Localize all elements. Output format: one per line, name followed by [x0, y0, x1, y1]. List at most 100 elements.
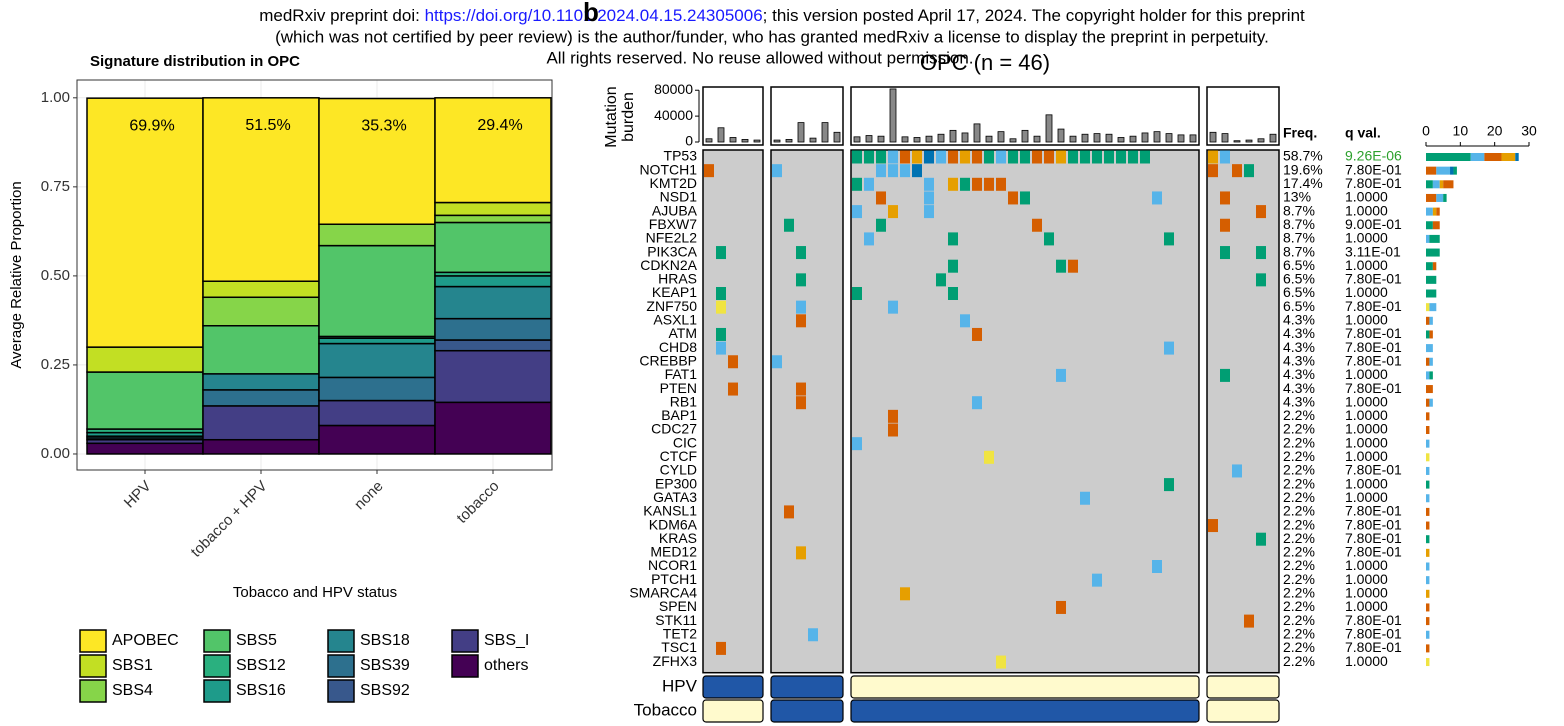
- mutation-cell: [972, 396, 982, 410]
- annotation-cell: [1206, 699, 1280, 723]
- gene-name: CIC: [673, 434, 697, 450]
- burden-bar: [961, 132, 969, 143]
- burden-bar: [809, 137, 817, 143]
- gene-freq: 19.6%: [1283, 161, 1323, 177]
- mutation-cell: [1232, 164, 1242, 178]
- count-bar-segment: [1426, 412, 1430, 421]
- preprint-suffix: ; this version posted April 17, 2024. Th…: [763, 6, 1305, 25]
- gene-q: 1.0000: [1345, 571, 1388, 587]
- gene-name: ASXL1: [653, 312, 697, 328]
- mutation-cell: [972, 327, 982, 341]
- bar-segment: [434, 214, 552, 224]
- freq-header: Freq.: [1283, 125, 1317, 141]
- mutation-cell: [1256, 205, 1266, 219]
- mutation-cell: [716, 341, 726, 355]
- gene-q: 1.0000: [1345, 189, 1388, 205]
- count-bar-segment: [1470, 153, 1485, 161]
- mutation-cell: [1056, 150, 1066, 164]
- burden-bar: [1209, 131, 1217, 143]
- mutation-cell: [796, 300, 806, 314]
- mutation-cell: [784, 218, 794, 232]
- legend-swatch: [203, 654, 231, 678]
- gene-q: 1.0000: [1345, 312, 1388, 328]
- annotation-cell: [702, 699, 764, 723]
- gene-q: 9.26E-06: [1345, 148, 1402, 164]
- mutation-cell: [784, 505, 794, 519]
- count-bar-segment: [1426, 248, 1440, 257]
- gene-freq: 8.7%: [1283, 216, 1315, 232]
- mutation-cell: [936, 150, 946, 164]
- bar-segment: [202, 373, 320, 391]
- doi-link[interactable]: https://doi.org/10.1101/2024.04.15.24305…: [425, 6, 763, 25]
- gene-q: 1.0000: [1345, 653, 1388, 669]
- burden-panel: [702, 86, 764, 146]
- gene-q: 7.80E-01: [1345, 339, 1402, 355]
- legend-swatch: [203, 629, 231, 653]
- annotation-cell: [850, 699, 1200, 723]
- mutation-cell: [1116, 150, 1126, 164]
- gene-name: STK11: [655, 612, 697, 628]
- mutation-cell: [876, 150, 886, 164]
- legend-label: SBS16: [236, 682, 286, 699]
- gene-name: TSC1: [661, 639, 697, 655]
- count-bar-segment: [1429, 371, 1433, 380]
- legend-label: SBS5: [236, 632, 277, 649]
- legend-label: APOBEC: [112, 632, 179, 649]
- gene-name: AJUBA: [652, 202, 698, 218]
- q-header: q val.: [1345, 125, 1381, 141]
- count-bar-segment: [1426, 275, 1437, 284]
- gene-name: ATM: [668, 325, 697, 341]
- count-bar-segment: [1439, 180, 1444, 189]
- mutation-cell: [924, 177, 934, 191]
- burden-bar: [1057, 128, 1065, 143]
- gene-freq: 6.5%: [1283, 298, 1315, 314]
- bar-segment: [318, 424, 436, 455]
- gene-freq: 2.2%: [1283, 625, 1315, 641]
- count-bar-segment: [1426, 576, 1430, 585]
- mutation-cell: [960, 314, 970, 328]
- gene-q: 9.00E-01: [1345, 216, 1402, 232]
- x-axis-title: Tobacco and HPV status: [233, 584, 397, 601]
- panel-label: b: [583, 0, 599, 27]
- gene-q: 7.80E-01: [1345, 639, 1402, 655]
- mutation-cell: [772, 355, 782, 369]
- gene-freq: 2.2%: [1283, 585, 1315, 601]
- bar-segment: [434, 97, 552, 204]
- legend-swatch: [203, 679, 231, 703]
- mutation-cell: [1020, 150, 1030, 164]
- gene-q: 1.0000: [1345, 434, 1388, 450]
- gene-freq: 4.3%: [1283, 339, 1315, 355]
- gene-freq: 2.2%: [1283, 557, 1315, 573]
- y-tick-label: 0.25: [41, 356, 70, 373]
- mutation-cell: [1032, 218, 1042, 232]
- burden-bar: [1245, 139, 1253, 143]
- gene-q: 7.80E-01: [1345, 352, 1402, 368]
- mutation-cell: [888, 164, 898, 178]
- gene-name: CHD8: [659, 339, 697, 355]
- gene-panel: [770, 149, 844, 674]
- x-tick-label: HPV: [121, 478, 155, 512]
- bar-segment: [434, 401, 552, 455]
- count-bar-segment: [1450, 166, 1454, 175]
- mutation-cell: [1128, 150, 1138, 164]
- gene-name: TP53: [664, 148, 698, 164]
- gene-freq: 2.2%: [1283, 653, 1315, 669]
- count-bar-segment: [1426, 166, 1437, 175]
- count-bar-segment: [1426, 589, 1430, 598]
- mutation-cell: [888, 205, 898, 219]
- mutation-cell: [972, 150, 982, 164]
- count-bar-segment: [1426, 385, 1433, 394]
- legend-label: SBS4: [112, 682, 153, 699]
- gene-q: 7.80E-01: [1345, 612, 1402, 628]
- gene-q: 7.80E-01: [1345, 625, 1402, 641]
- gene-name: MED12: [650, 544, 697, 560]
- annotation-cell: [770, 699, 844, 723]
- gene-name: RB1: [670, 393, 697, 409]
- legend-swatch: [327, 654, 355, 678]
- legend-label: SBS12: [236, 657, 286, 674]
- burden-bar: [889, 88, 897, 143]
- burden-bar: [717, 127, 725, 143]
- mutation-cell: [1220, 368, 1230, 382]
- legend-label: SBS18: [360, 632, 410, 649]
